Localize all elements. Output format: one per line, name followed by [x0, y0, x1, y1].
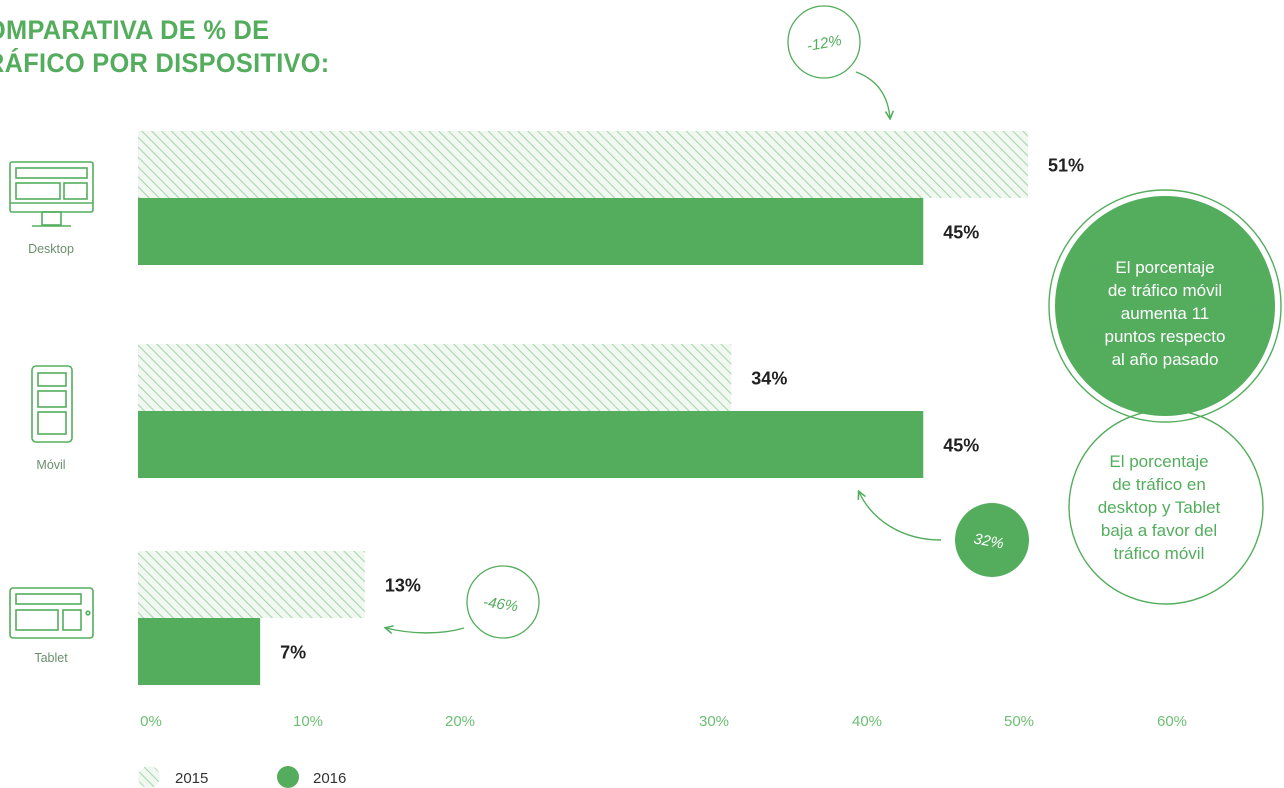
tablet-icon [9, 587, 94, 639]
callout-desktop-line-4: baja a favor del [1101, 521, 1217, 540]
annotation-mobile-circle [955, 503, 1029, 577]
annotation-tablet-change: -46% [386, 565, 540, 639]
callout-mobile-outer-ring [1048, 189, 1282, 423]
annotation-desktop-text: -12% [806, 32, 843, 55]
callout-mobile-line-3: aumenta 11 [1121, 304, 1210, 323]
legend-swatch-2015 [138, 766, 160, 788]
mobile-icon [31, 365, 73, 443]
callout-mobile-line-2: de tráfico móvil [1108, 281, 1222, 300]
value-label-2016-1: 45% [943, 436, 979, 456]
callout-desktop-line-2: de tráfico en [1112, 475, 1206, 494]
annotation-mobile-change: 32% [859, 492, 1029, 577]
bar-2016-desktop [138, 198, 924, 265]
legend-swatch-2016 [277, 766, 299, 788]
bars: 51% 34% 13% 45% 45% 7% [138, 131, 1084, 685]
annotation-mobile-text: 32% [972, 530, 1005, 552]
callout-desktop-line-5: tráfico móvil [1114, 544, 1205, 563]
value-label-2016-2: 7% [280, 643, 306, 663]
callout-mobile-disc [1055, 196, 1275, 416]
value-label-2015-1: 34% [751, 369, 787, 389]
annotation-tablet-text: -46% [482, 594, 519, 616]
legend: 2015 2016 [138, 766, 346, 788]
value-label-2016-0: 45% [943, 223, 979, 243]
bar-2016-tablet [138, 618, 261, 685]
x-tick-4: 40% [852, 713, 882, 730]
callout-mobile-increase: El porcentaje de tráfico móvil aumenta 1… [1048, 189, 1282, 423]
annotation-tablet-circle [466, 565, 540, 639]
annotation-desktop-circle [787, 5, 861, 79]
legend-label-2015: 2015 [175, 770, 208, 787]
legend-label-2016: 2016 [313, 770, 346, 787]
bar-2015-desktop [138, 131, 1028, 198]
x-tick-3: 30% [699, 713, 729, 730]
callout-desktop-line-1: El porcentaje [1109, 452, 1208, 471]
chart-title-line-1: OMPARATIVA DE % DE [0, 15, 270, 45]
annotation-desktop-change: -12% [787, 5, 890, 118]
chart-title: OMPARATIVA DE % DE RÁFICO POR DISPOSITIV… [0, 14, 330, 80]
x-tick-6: 60% [1157, 713, 1187, 730]
category-label-1: Móvil [36, 458, 65, 472]
x-tick-5: 50% [1004, 713, 1034, 730]
annotation-desktop-arrow [855, 71, 890, 118]
callout-desktop-line-3: desktop y Tablet [1098, 498, 1221, 517]
annotation-mobile-arrow [859, 492, 942, 541]
category-label-0: Desktop [28, 242, 74, 256]
value-label-2015-0: 51% [1048, 156, 1084, 176]
callout-mobile-line-4: puntos respecto [1105, 327, 1226, 346]
callout-mobile-line-1: El porcentaje [1115, 258, 1214, 277]
category-label-2: Tablet [34, 651, 68, 665]
x-tick-1: 10% [293, 713, 323, 730]
annotation-tablet-arrow [386, 628, 465, 633]
callout-mobile-line-5: al año pasado [1112, 350, 1219, 369]
x-axis-ticks: 0% 10% 20% 30% 40% 50% 60% [140, 713, 1187, 730]
bar-2015-tablet [138, 551, 365, 618]
value-label-2015-2: 13% [385, 576, 421, 596]
x-tick-2: 20% [445, 713, 475, 730]
bar-2015-móvil [138, 344, 732, 411]
callout-desktop-tablet-decrease: El porcentaje de tráfico en desktop y Ta… [1068, 409, 1264, 605]
bar-2016-móvil [138, 411, 924, 478]
callout-desktop-ring [1068, 409, 1264, 605]
desktop-icon [9, 161, 94, 227]
x-tick-0: 0% [140, 713, 162, 730]
chart-title-line-2: RÁFICO POR DISPOSITIVO: [0, 48, 330, 78]
